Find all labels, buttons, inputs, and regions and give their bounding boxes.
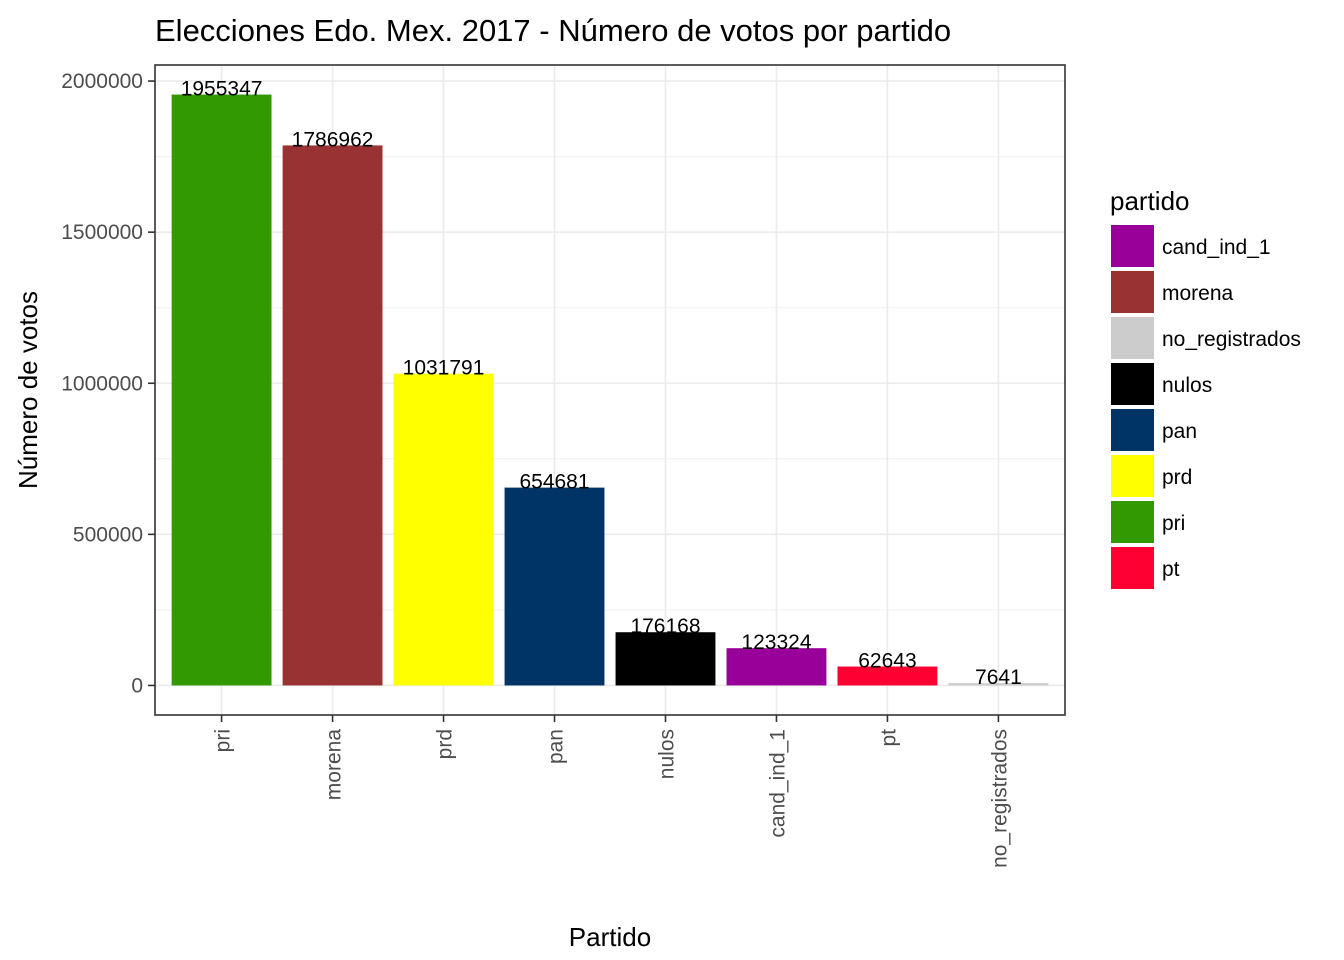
legend-key-prd (1111, 455, 1154, 497)
x-tick-label: pan (545, 729, 568, 764)
y-tick-label: 2000000 (61, 70, 143, 93)
legend-key-pan (1111, 409, 1154, 451)
bar-value-label: 1955347 (181, 78, 263, 101)
legend-label: prd (1162, 466, 1192, 489)
legend-key-no_registrados (1111, 317, 1154, 359)
legend-label: pri (1162, 512, 1185, 535)
legend-label: morena (1162, 282, 1234, 305)
bars (171, 94, 1049, 686)
legend-key-nulos (1111, 363, 1154, 405)
x-axis: pri morena prd pan nulos cand_ind_1 pt no_regis… (212, 715, 1011, 868)
legend-key-pt (1111, 547, 1154, 589)
bar-pt (837, 666, 938, 686)
legend-label: no_registrados (1162, 328, 1301, 351)
bar-value-label: 62643 (858, 650, 916, 673)
bar-value-label: 7641 (975, 666, 1022, 689)
panel-border (154, 64, 1066, 716)
legend-key-pri (1111, 501, 1154, 543)
x-tick-label: nulos (655, 729, 678, 779)
legend-label: pan (1162, 420, 1197, 443)
y-tick-label: 500000 (73, 523, 143, 546)
bar-pan (504, 487, 605, 686)
chart-title: Elecciones Edo. Mex. 2017 - Número de vo… (155, 13, 951, 48)
bar-value-label: 654681 (519, 471, 589, 494)
bar-value-label: 1786962 (292, 128, 374, 151)
y-axis-title: Número de votos (13, 291, 43, 489)
bar-value-labels: 1955347 1786962 1031791 654681 176168 123324 6… (181, 78, 1022, 690)
bar-prd (393, 373, 494, 686)
x-tick-label: pt (877, 729, 900, 747)
x-tick-label: pri (212, 729, 235, 752)
plot-panel: 1955347 1786962 1031791 654681 176168 123324 6… (154, 64, 1066, 716)
x-axis-title: Partido (569, 922, 651, 952)
bar-value-label: 1031791 (403, 357, 485, 380)
bar-cand_ind_1 (726, 648, 827, 686)
bar-morena (282, 145, 383, 686)
legend-label: cand_ind_1 (1162, 236, 1271, 259)
y-tick-label: 0 (131, 674, 143, 697)
bar-no_registrados (948, 683, 1049, 686)
x-tick-label: cand_ind_1 (766, 729, 789, 838)
legend-key-morena (1111, 271, 1154, 313)
legend-title: partido (1110, 186, 1190, 216)
y-tick-label: 1000000 (61, 372, 143, 395)
legend-label: pt (1162, 558, 1180, 581)
legend-key-cand_ind_1 (1111, 225, 1154, 267)
bar-value-label: 176168 (630, 615, 700, 638)
bar-pri (171, 94, 272, 686)
legend-label: nulos (1162, 374, 1212, 397)
bar-nulos (615, 632, 716, 686)
y-tick-label: 1500000 (61, 221, 143, 244)
x-tick-label: prd (434, 729, 457, 759)
y-axis: 0 500000 1000000 1500000 2000000 (61, 70, 155, 697)
bar-value-label: 123324 (741, 631, 811, 654)
x-tick-label: morena (323, 729, 346, 801)
x-tick-label: no_registrados (988, 729, 1011, 868)
